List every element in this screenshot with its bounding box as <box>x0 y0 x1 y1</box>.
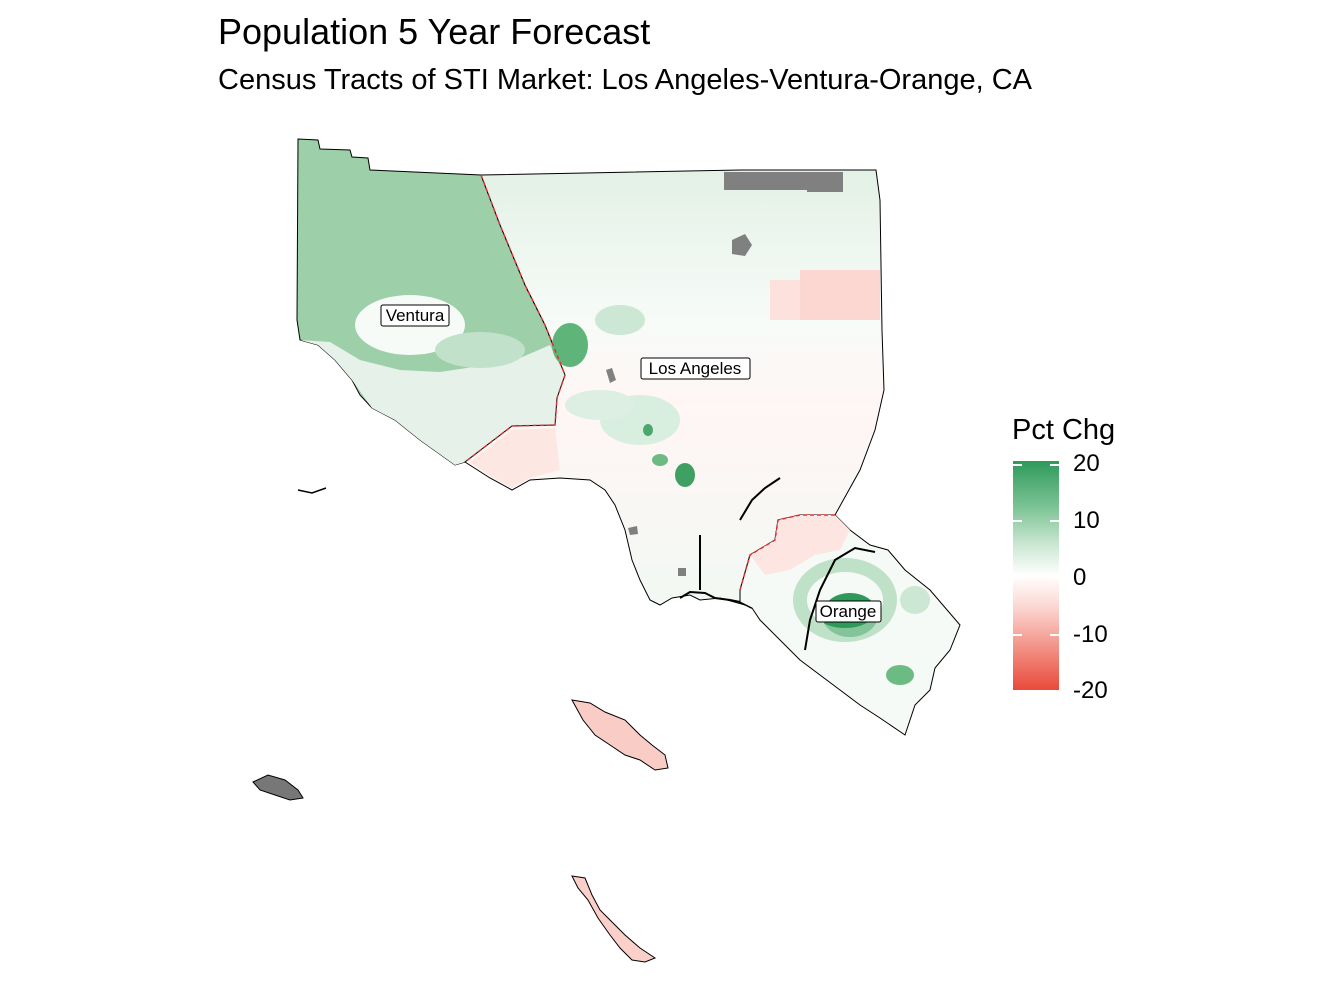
la-missing-tract-6 <box>678 568 686 576</box>
legend-color-bar <box>1013 461 1059 690</box>
la-pink-zone-2 <box>800 270 880 320</box>
orange-green-east <box>900 586 930 614</box>
boundary-la-orange <box>739 514 835 591</box>
la-green-tract-2 <box>595 305 645 335</box>
island-san-nicolas[interactable] <box>252 774 304 801</box>
boundary-ventura-la <box>464 174 566 463</box>
la-green-tract-1 <box>552 323 588 367</box>
la-missing-tract-5 <box>628 526 638 535</box>
label-orange: Orange <box>815 600 882 623</box>
island-san-clemente[interactable] <box>571 875 657 963</box>
svg-text:Ventura: Ventura <box>386 306 445 325</box>
orange-pink-zone <box>750 515 850 575</box>
la-missing-tract-3 <box>732 234 752 256</box>
orange-river <box>804 546 876 651</box>
la-green-tract-7 <box>565 390 635 420</box>
la-missing-tract-1 <box>724 172 808 190</box>
chart-subtitle: Census Tracts of STI Market: Los Angeles… <box>218 64 1032 96</box>
legend-tick-label: -20 <box>1073 677 1108 704</box>
island-santa-catalina[interactable] <box>571 699 669 771</box>
legend-tick-label: 10 <box>1073 507 1100 534</box>
la-green-tract-4 <box>675 463 695 487</box>
la-coastal-pink <box>470 428 560 488</box>
la-green-tract-5 <box>652 454 668 466</box>
label-ventura: Ventura <box>380 304 450 327</box>
la-missing-tract-4 <box>606 368 616 383</box>
la-missing-tract-2 <box>807 172 843 192</box>
orange-green-ring <box>793 558 897 642</box>
la-river-1 <box>739 477 781 521</box>
svg-text:Orange: Orange <box>820 602 877 621</box>
label-los-angeles: Los Angeles <box>640 357 751 380</box>
island-anacapa <box>297 487 327 494</box>
orange-green-south <box>886 665 914 685</box>
legend-tick-label: 20 <box>1073 450 1100 477</box>
chart-title: Population 5 Year Forecast <box>218 11 651 52</box>
ventura-southern-lighter <box>300 340 565 465</box>
legend-title: Pct Chg <box>1012 414 1116 446</box>
legend-tick-label: -10 <box>1073 621 1108 648</box>
la-green-tract-6 <box>643 424 653 436</box>
ventura-midtone-area <box>435 332 525 368</box>
svg-text:Los Angeles: Los Angeles <box>649 359 742 378</box>
legend-tick-label: 0 <box>1073 564 1087 591</box>
